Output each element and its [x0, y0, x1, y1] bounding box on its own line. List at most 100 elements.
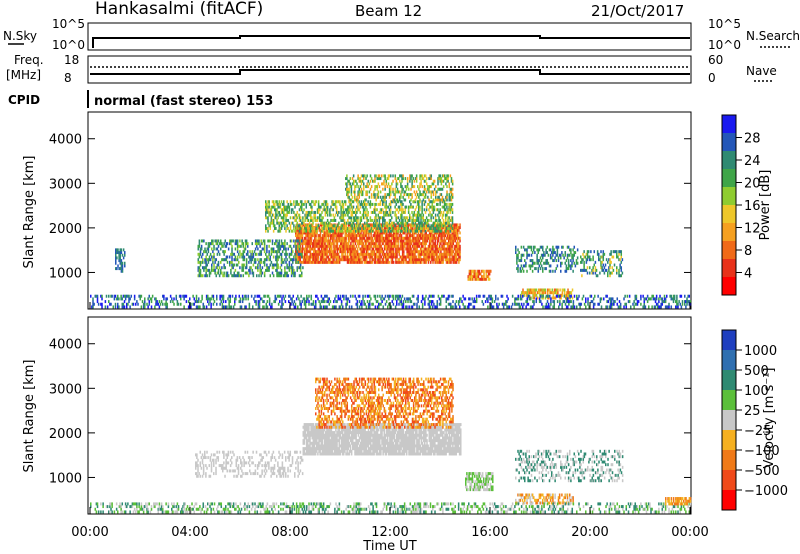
- echo-cell: [388, 244, 390, 248]
- echo-cell: [556, 291, 558, 295]
- echo-cell: [223, 263, 225, 267]
- echo-cell: [222, 258, 224, 262]
- echo-cell: [332, 218, 335, 222]
- echo-cell: [280, 260, 283, 264]
- echo-cell: [446, 234, 449, 238]
- echo-cell: [413, 236, 415, 240]
- echo-cell: [293, 305, 296, 309]
- echo-cell: [386, 221, 389, 225]
- echo-cell: [293, 239, 295, 243]
- echo-cell: [552, 259, 554, 263]
- echo-cell: [239, 250, 241, 254]
- echo-cell: [333, 244, 335, 248]
- echo-cell: [104, 300, 107, 304]
- echo-cell: [477, 275, 480, 279]
- echo-cell: [341, 200, 344, 204]
- echo-cell: [306, 255, 308, 259]
- echo-cell: [301, 236, 304, 240]
- echo-cell: [440, 231, 442, 235]
- echo-cell: [306, 244, 308, 248]
- echo-cell: [343, 244, 345, 248]
- echo-cell: [392, 231, 395, 235]
- echo-cell: [171, 297, 173, 301]
- echo-cell: [248, 302, 251, 306]
- echo-cell: [581, 274, 583, 278]
- echo-cell: [377, 260, 379, 264]
- echo-cell: [469, 277, 472, 281]
- echo-cell: [319, 260, 322, 264]
- echo-cell: [242, 242, 245, 246]
- echo-cell: [530, 264, 533, 268]
- echo-cell: [368, 260, 370, 264]
- echo-cell: [208, 255, 211, 259]
- echo-cell: [602, 250, 605, 254]
- echo-cell: [245, 294, 247, 298]
- echo-cell: [459, 252, 461, 256]
- echo-cell: [416, 210, 419, 214]
- echo-cell: [377, 190, 380, 194]
- echo-cell: [340, 216, 342, 220]
- echo-cell: [117, 294, 119, 298]
- echo-cell: [414, 242, 416, 246]
- echo-cell: [453, 252, 456, 256]
- echo-cell: [517, 253, 519, 257]
- echo-cell: [619, 263, 621, 267]
- echo-cell: [331, 255, 333, 259]
- echo-cell: [279, 294, 281, 298]
- echo-cell: [556, 248, 559, 252]
- echo-cell: [244, 305, 246, 309]
- echo-cell: [400, 258, 403, 262]
- echo-cell: [299, 208, 302, 212]
- echo-cell: [355, 252, 358, 256]
- echo-cell: [353, 252, 356, 256]
- echo-cell: [263, 258, 266, 262]
- echo-cell: [569, 248, 571, 252]
- echo-cell: [290, 297, 292, 301]
- echo-cell: [277, 271, 279, 275]
- echo-cell: [408, 242, 411, 246]
- echo-cell: [422, 234, 424, 238]
- echo-cell: [339, 229, 341, 233]
- echo-cell: [431, 205, 434, 209]
- echo-cell: [390, 239, 393, 243]
- echo-cell: [266, 210, 268, 214]
- echo-cell: [445, 224, 447, 228]
- echo-cell: [340, 244, 342, 248]
- echo-cell: [333, 226, 336, 230]
- echo-cell: [552, 251, 554, 255]
- echo-cell: [434, 221, 437, 225]
- echo-cell: [286, 263, 288, 267]
- echo-cell: [250, 266, 252, 270]
- echo-cell: [383, 244, 386, 248]
- echo-cell: [267, 221, 269, 225]
- echo-cell: [375, 208, 377, 212]
- echo-cell: [275, 263, 277, 267]
- echo-cell: [552, 248, 554, 252]
- echo-cell: [132, 302, 135, 306]
- echo-cell: [241, 300, 244, 304]
- echo-cell: [408, 260, 411, 264]
- echo-cell: [266, 202, 268, 206]
- echo-cell: [299, 268, 302, 272]
- echo-cell: [335, 255, 338, 259]
- echo-cell: [310, 224, 312, 228]
- echo-cell: [545, 259, 547, 263]
- echo-cell: [323, 236, 325, 240]
- echo-cell: [399, 260, 402, 264]
- echo-cell: [268, 300, 271, 304]
- echo-cell: [458, 244, 460, 248]
- echo-cell: [468, 277, 471, 281]
- echo-cell: [389, 200, 392, 204]
- echo-cell: [449, 258, 451, 262]
- echo-cell: [599, 271, 601, 275]
- echo-cell: [334, 297, 336, 301]
- echo-cell: [534, 288, 537, 292]
- echo-cell: [419, 177, 421, 181]
- echo-cell: [365, 205, 367, 209]
- echo-cell: [277, 274, 279, 278]
- echo-cell: [430, 185, 433, 189]
- echo-cell: [347, 229, 349, 233]
- echo-cell: [399, 198, 401, 202]
- echo-cell: [361, 255, 363, 259]
- echo-cell: [333, 236, 335, 240]
